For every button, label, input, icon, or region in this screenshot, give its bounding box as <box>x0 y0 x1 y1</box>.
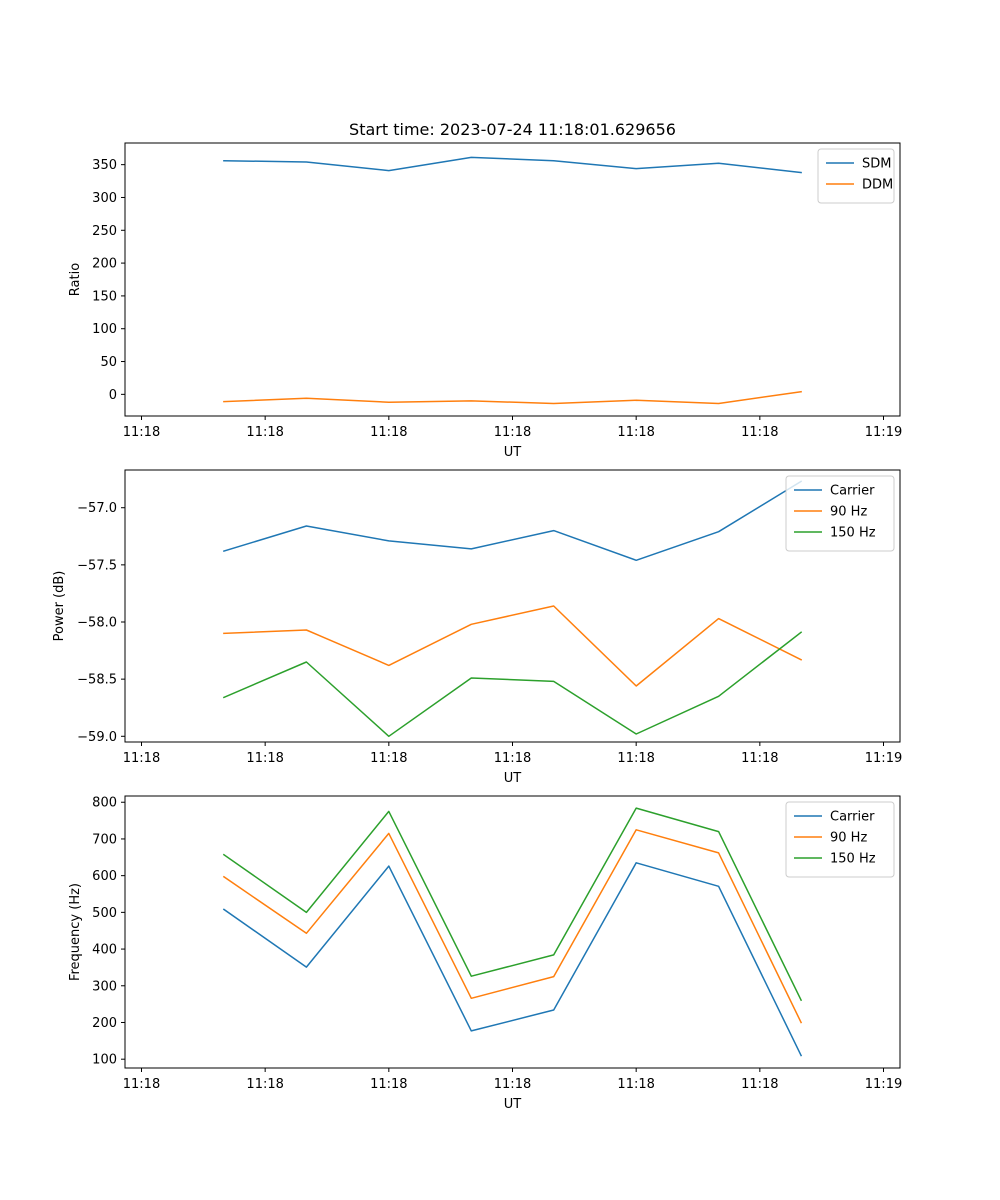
frequency-x-tick-label: 11:18 <box>741 1077 778 1092</box>
frequency-y-tick-label: 200 <box>92 1016 117 1031</box>
frequency-series-line-0 <box>222 862 803 1057</box>
ratio-chart: Start time: 2023-07-24 11:18:01.629656 11… <box>68 120 902 460</box>
frequency-legend-label-1: 90 Hz <box>830 831 867 846</box>
ratio-y-tick-label: 100 <box>92 322 117 337</box>
ratio-x-tick-label: 11:18 <box>494 425 531 440</box>
frequency-y-tick-label: 800 <box>92 796 117 811</box>
power-series-line-1 <box>223 605 803 687</box>
frequency-x-tick-label: 11:18 <box>494 1077 531 1092</box>
ratio-x-tick-label: 11:19 <box>865 425 902 440</box>
ratio-y-axis-label: Ratio <box>68 263 83 296</box>
power-x-axis-label: UT <box>504 771 522 786</box>
power-x-tick-label: 11:18 <box>494 751 531 766</box>
power-series-line-0 <box>222 480 803 562</box>
frequency-y-tick-label: 600 <box>92 869 117 884</box>
power-axes-frame <box>124 469 901 743</box>
power-series-line-2 <box>222 631 803 738</box>
frequency-axes-frame <box>124 795 901 1069</box>
ratio-y-tick-label: 0 <box>109 388 117 403</box>
power-chart: 11:18 11:18 11:18 11:18 11:18 11:18 11:19 UT −59… <box>52 469 902 786</box>
frequency-x-tick-label: 11:18 <box>246 1077 283 1092</box>
ratio-x-tick-label: 11:18 <box>246 425 283 440</box>
ratio-y-tick-label: 350 <box>92 158 117 173</box>
power-x-tick-label: 11:18 <box>123 751 160 766</box>
power-y-tick-label: −59.0 <box>77 730 117 745</box>
power-legend-label-0: Carrier <box>830 484 875 499</box>
power-y-tick-label: −58.0 <box>77 616 117 631</box>
frequency-legend: Carrier 90 Hz 150 Hz <box>785 801 895 878</box>
power-y-tick-label: −57.0 <box>77 501 117 516</box>
frequency-y-tick-label: 700 <box>92 832 117 847</box>
frequency-series-line-1 <box>222 829 803 1024</box>
frequency-y-tick-label: 500 <box>92 906 117 921</box>
ratio-x-tick-label: 11:18 <box>741 425 778 440</box>
ratio-legend-label-1: DDM <box>862 178 893 193</box>
ratio-y-tick-label: 300 <box>92 191 117 206</box>
frequency-y-tick-label: 100 <box>92 1053 117 1068</box>
power-legend: Carrier 90 Hz 150 Hz <box>785 475 895 552</box>
power-x-tick-label: 11:18 <box>617 751 654 766</box>
frequency-y-tick-label: 400 <box>92 943 117 958</box>
frequency-y-tick-label: 300 <box>92 979 117 994</box>
frequency-legend-label-0: Carrier <box>830 810 875 825</box>
frequency-x-tick-label: 11:18 <box>370 1077 407 1092</box>
frequency-x-tick-label: 11:19 <box>865 1077 902 1092</box>
frequency-series-line-2 <box>222 807 803 1002</box>
frequency-x-tick-label: 11:18 <box>123 1077 160 1092</box>
power-legend-label-1: 90 Hz <box>830 505 867 520</box>
power-y-tick-label: −57.5 <box>77 558 117 573</box>
frequency-x-axis-label: UT <box>504 1097 522 1112</box>
ratio-y-tick-label: 150 <box>92 289 117 304</box>
ratio-x-tick-label: 11:18 <box>370 425 407 440</box>
ratio-x-tick-label: 11:18 <box>123 425 160 440</box>
frequency-chart: 11:18 11:18 11:18 11:18 11:18 11:18 11:19 UT 100… <box>68 795 902 1112</box>
ratio-series-line-0 <box>223 156 802 174</box>
ratio-legend-label-0: SDM <box>862 157 891 172</box>
frequency-x-tick-label: 11:18 <box>617 1077 654 1092</box>
power-legend-label-2: 150 Hz <box>830 526 876 541</box>
ratio-y-tick-label: 200 <box>92 257 117 272</box>
ratio-chart-title: Start time: 2023-07-24 11:18:01.629656 <box>349 120 676 139</box>
ratio-x-tick-label: 11:18 <box>617 425 654 440</box>
ratio-y-tick-label: 250 <box>92 224 117 239</box>
power-y-axis-label: Power (dB) <box>52 571 67 642</box>
ratio-axes-frame <box>124 142 901 417</box>
power-x-tick-label: 11:19 <box>865 751 902 766</box>
ratio-x-axis-label: UT <box>504 445 522 460</box>
power-y-tick-label: −58.5 <box>77 673 117 688</box>
power-x-tick-label: 11:18 <box>370 751 407 766</box>
frequency-legend-label-2: 150 Hz <box>830 852 876 867</box>
power-x-tick-label: 11:18 <box>246 751 283 766</box>
ratio-series-line-1 <box>223 390 802 405</box>
frequency-y-axis-label: Frequency (Hz) <box>68 883 83 981</box>
ratio-y-tick-label: 50 <box>100 355 117 370</box>
power-x-tick-label: 11:18 <box>741 751 778 766</box>
ratio-legend: SDM DDM <box>817 148 895 204</box>
